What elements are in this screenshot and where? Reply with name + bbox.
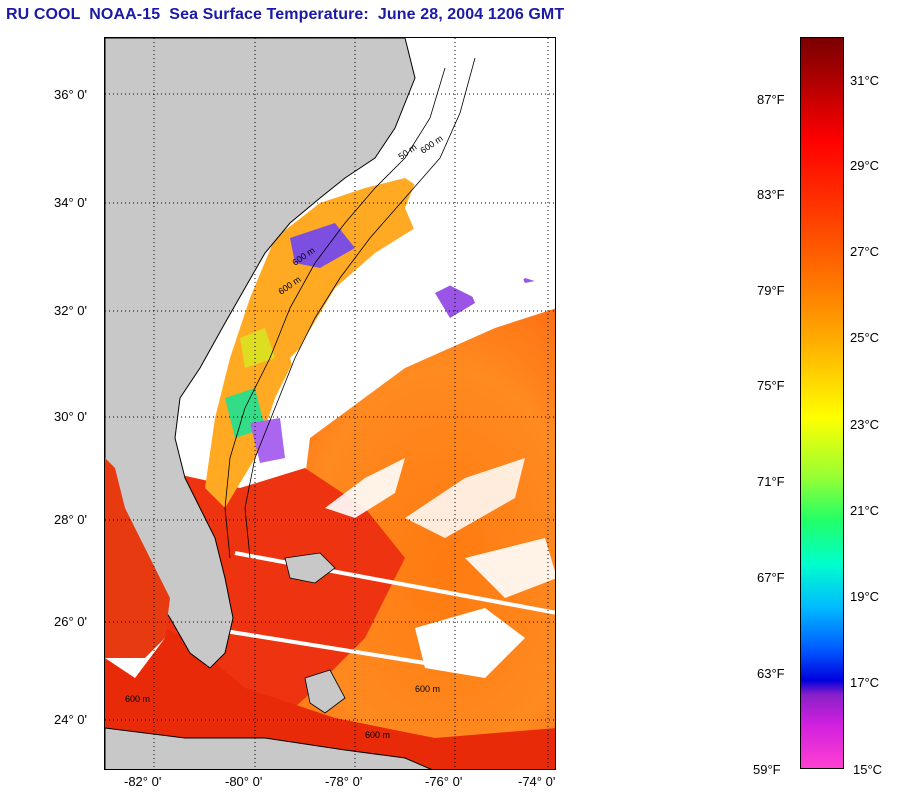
lon-label-76: -76° 0'	[425, 774, 463, 789]
colorbar-c-29: 29°C	[850, 158, 880, 173]
lat-label-30: 30° 0'	[54, 409, 87, 424]
colorbar-f-75: 75°F	[757, 378, 785, 393]
lat-label-24: 24° 0'	[54, 712, 87, 727]
colorbar-f-71: 71°F	[757, 474, 785, 489]
bahamas-island-1	[284, 552, 336, 584]
colorbar-c-19: 19°C	[850, 589, 880, 604]
cloud-northeast	[405, 38, 555, 308]
colorbar-c-15: 15°C	[853, 762, 883, 777]
gulf-of-mexico	[105, 458, 170, 658]
cloud-streaks-2	[405, 458, 525, 538]
cloud-streaks-1	[325, 458, 405, 518]
contour-label-5: 600 m	[125, 694, 150, 704]
colorbar-c-21: 21°C	[850, 503, 880, 518]
colorbar-c-17: 17°C	[850, 675, 880, 690]
sst-map-canvas: 50 m 600 m 600 m 600 m 600 m 600 m 600 m	[105, 38, 555, 769]
swath-gap-2	[224, 629, 426, 665]
colorbar-f-79: 79°F	[757, 283, 785, 298]
colorbar-c-25: 25°C	[850, 330, 880, 345]
lat-label-28: 28° 0'	[54, 512, 87, 527]
colorbar-f-59: 59°F	[753, 762, 781, 777]
colorbar-f-67: 67°F	[757, 570, 785, 585]
land-cuba	[105, 727, 432, 769]
contour-600m	[244, 57, 476, 559]
lat-label-34: 34° 0'	[54, 195, 87, 210]
contour-label-1: 50 m	[396, 142, 418, 162]
colorbar-f-63: 63°F	[757, 666, 785, 681]
contour-50m	[224, 67, 446, 559]
colorbar-c-27: 27°C	[850, 244, 880, 259]
lon-label-80: -80° 0'	[225, 774, 263, 789]
colorbar-c-31: 31°C	[850, 73, 880, 88]
lat-label-36: 36° 0'	[54, 87, 87, 102]
southern-sst	[105, 598, 555, 769]
cool-patch-3	[240, 328, 275, 368]
cool-patch-1	[290, 223, 355, 268]
colorbar-f-83: 83°F	[757, 187, 785, 202]
colorbar-c-23: 23°C	[850, 417, 880, 432]
temperature-colorbar	[800, 37, 844, 769]
bahamas-island-2	[304, 669, 346, 714]
cloud-streaks-4	[415, 608, 525, 678]
cloud-streaks-5	[465, 538, 555, 598]
land-southeast-us	[105, 38, 416, 669]
cloud-central	[290, 300, 410, 413]
sst-map: 50 m 600 m 600 m 600 m 600 m 600 m 600 m	[104, 37, 556, 770]
contour-label-6: 600 m	[415, 684, 440, 694]
contour-label-7: 600 m	[365, 730, 390, 740]
map-title: RU COOL NOAA-15 Sea Surface Temperature:…	[6, 6, 565, 23]
lat-label-32: 32° 0'	[54, 303, 87, 318]
lon-label-82: -82° 0'	[124, 774, 162, 789]
lon-label-78: -78° 0'	[325, 774, 363, 789]
lat-label-26: 26° 0'	[54, 614, 87, 629]
lon-label-74: -74° 0'	[518, 774, 556, 789]
graticule	[105, 38, 555, 769]
cool-patch-6	[250, 418, 285, 463]
colorbar-f-87: 87°F	[757, 92, 785, 107]
